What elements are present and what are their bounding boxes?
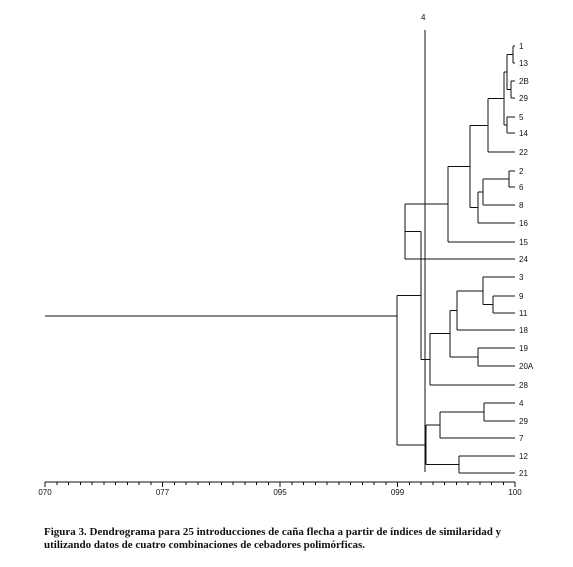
leaf-label: 2B xyxy=(519,77,529,86)
caption-label: Figura 3. xyxy=(44,526,87,538)
leaf-label: 8 xyxy=(519,201,524,210)
tick-label: 070 xyxy=(38,488,52,497)
tick-label: 100 xyxy=(508,488,522,497)
leaf-label: 29 xyxy=(519,94,528,103)
tick-label: 099 xyxy=(391,488,405,497)
leaf-label: 13 xyxy=(519,59,528,68)
leaf-label: 16 xyxy=(519,219,528,228)
leaf-label: 22 xyxy=(519,148,528,157)
leaf-label: 18 xyxy=(519,326,528,335)
leaf-label: 5 xyxy=(519,113,524,122)
leaf-label: 21 xyxy=(519,469,528,478)
leaf-label: 11 xyxy=(519,309,528,318)
leaf-label: 20A xyxy=(519,362,534,371)
dendrogram: 1132B29514222681615243911181920A28429712… xyxy=(38,13,534,497)
leaf-label: 24 xyxy=(519,255,528,264)
leaf-label: 19 xyxy=(519,344,528,353)
leaf-label: 6 xyxy=(519,183,524,192)
leaf-label: 29 xyxy=(519,417,528,426)
cut-label: 4 xyxy=(421,13,426,22)
leaf-label: 4 xyxy=(519,399,524,408)
x-axis: 070 077 095 099 100 xyxy=(38,481,522,497)
leaf-label: 9 xyxy=(519,292,524,301)
caption-text: Dendrograma para 25 introducciones de ca… xyxy=(44,526,502,551)
leaf-label: 2 xyxy=(519,167,524,176)
tick-label: 077 xyxy=(156,488,170,497)
leaf-label: 3 xyxy=(519,273,524,282)
leaf-label: 28 xyxy=(519,381,528,390)
dendrogram-links xyxy=(45,45,515,474)
leaf-label: 12 xyxy=(519,452,528,461)
leaf-labels: 1132B29514222681615243911181920A28429712… xyxy=(519,42,534,478)
leaf-label: 14 xyxy=(519,129,528,138)
tick-label: 095 xyxy=(273,488,287,497)
leaf-label: 1 xyxy=(519,42,524,51)
figure-caption: Figura 3. Dendrograma para 25 introducci… xyxy=(44,526,544,552)
leaf-label: 7 xyxy=(519,434,524,443)
leaf-label: 15 xyxy=(519,238,528,247)
